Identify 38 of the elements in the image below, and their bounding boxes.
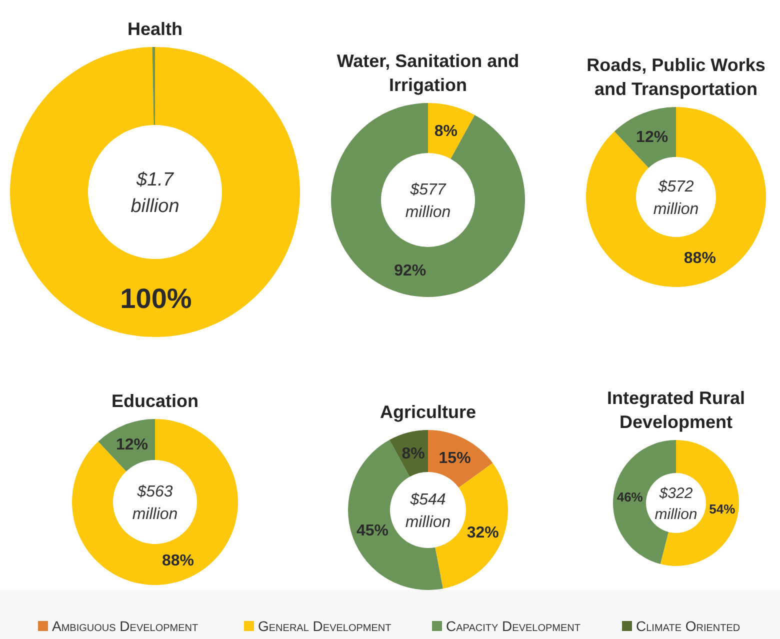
text: $544 million [405,491,451,531]
data-label: 8% [434,122,458,140]
data-label: 54% [709,501,736,516]
chart-title: Agriculture [380,402,476,422]
donut-slice [152,47,155,126]
data-label: 45% [356,522,389,540]
data-label: 32% [466,524,499,542]
donut-slice [72,419,238,585]
text: $322 million [654,484,698,523]
legend-label: Climate Oriented [636,618,740,634]
data-label: 8% [402,445,425,462]
donut-slice [10,47,300,337]
data-label: 12% [636,129,668,146]
legend-label: Capacity Development [446,618,581,634]
chart-title: Education [111,391,199,411]
text: $1.7 billion [130,169,180,217]
text: $577 million [405,181,451,221]
data-label: 46% [616,490,644,505]
chart-title: Integrated Rural Development [606,388,746,432]
text: $563 million [132,483,178,523]
data-label: 100% [120,282,192,314]
chart-title: Water, Sanitation and Irrigation [336,51,520,95]
data-label: 92% [394,262,426,280]
legend-label: General Development [258,618,392,634]
legend-label: Ambiguous Development [52,618,198,634]
data-label: 12% [116,436,148,454]
donut-slice [428,103,475,159]
donut-slice [614,107,676,168]
chart-title: Roads, Public Works and Transportation [586,55,766,99]
data-label: 88% [162,552,194,570]
donut-slice [331,103,525,297]
chart-title: Health [127,19,183,39]
text: $572 million [653,178,699,218]
donut-slice [586,107,766,287]
donut-slice [98,419,155,472]
data-label: 15% [438,450,471,468]
donut-slice [428,430,493,488]
data-label: 88% [684,250,716,268]
